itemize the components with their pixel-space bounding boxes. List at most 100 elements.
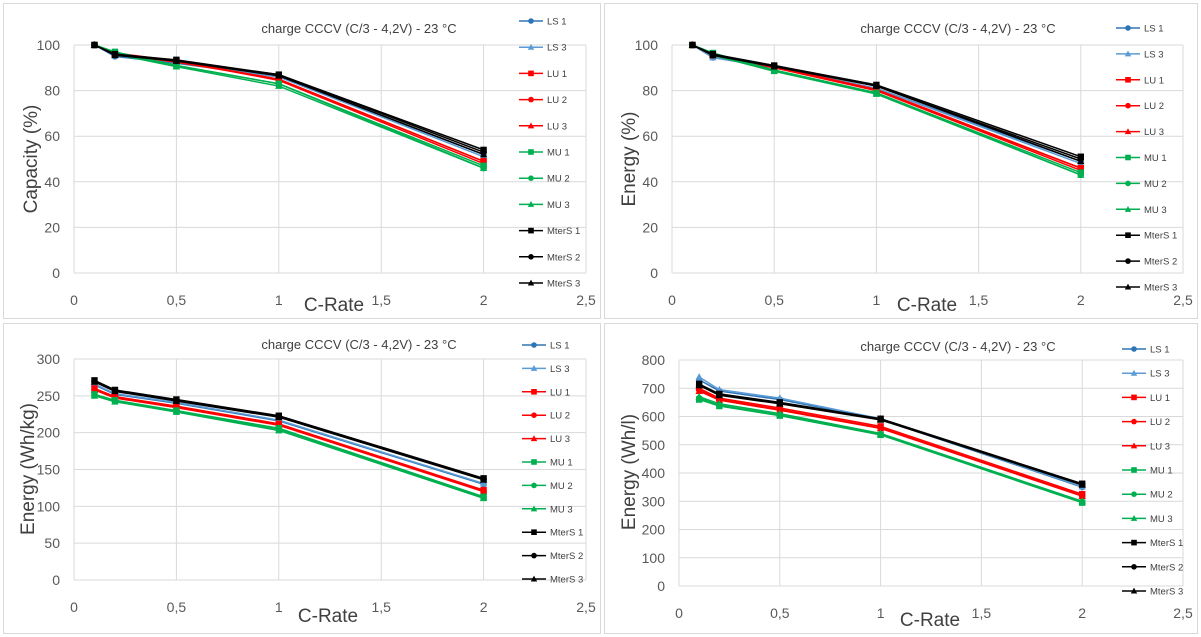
legend-item: LS 3	[1116, 49, 1164, 60]
x-tick-label: 0	[668, 292, 676, 308]
legend-marker	[527, 122, 535, 129]
chart-panel-energy-wh-l: 0 100 200 300 400 500 600 700 800 0 0,5 1 1,5 2 2,5 cha…	[604, 323, 1198, 634]
legend-item: MterS 2	[1116, 257, 1177, 268]
legend-item: MterS 3	[519, 279, 580, 290]
y-tick-label: 40	[44, 174, 60, 190]
x-tick-label: 1	[873, 292, 881, 308]
legend-label: LS 3	[1144, 49, 1164, 60]
legend-marker	[1131, 394, 1137, 401]
x-tick-label: 1	[877, 605, 885, 621]
x-tick-labels: 0 0,5 1 1,5 2 2,5	[668, 292, 1193, 308]
x-tick-label: 2	[480, 599, 488, 615]
legend-marker	[1124, 283, 1132, 290]
series-line	[698, 379, 1083, 488]
series-mu-3	[695, 392, 1086, 505]
data-point	[776, 399, 784, 407]
series-line	[94, 395, 484, 499]
legend-marker	[530, 505, 538, 512]
series-mu-2	[695, 394, 1086, 506]
gridlines	[73, 44, 587, 274]
legend-label: MU 3	[1150, 514, 1173, 525]
data-point	[172, 397, 181, 404]
legend-label: MU 3	[1144, 205, 1167, 216]
series-mters-3	[695, 381, 1086, 488]
legend-item: LU 1	[519, 69, 567, 80]
chart-panel-energy-percent: 0 20 40 60 80 100 0 0,5 1 1,5 2 2,5 charge CCCV (C/3…	[604, 3, 1198, 319]
y-tick-labels: 0 20 40 60 80 100	[635, 37, 659, 281]
legend-label: MterS 2	[550, 551, 583, 562]
legend-item: MterS 2	[519, 252, 580, 263]
legend-marker	[528, 96, 534, 103]
legend-marker	[531, 459, 537, 465]
legend: LS 1 LS 3 LU 1 LU 2 LU 3 MU 1 MU 2 MU 3 MterS 1 M…	[1122, 345, 1183, 598]
legend-item: LU 3	[1116, 127, 1164, 138]
x-axis-label: C-Rate	[900, 610, 960, 631]
legend-item: LU 3	[1122, 441, 1170, 452]
series-mu-1	[695, 396, 1086, 506]
x-tick-labels: 0 0,5 1 1,5 2 2,5	[70, 292, 596, 308]
legend-label: LS 3	[550, 364, 570, 375]
legend-item: MU 3	[1122, 514, 1173, 525]
x-tick-label: 0,5	[167, 292, 187, 308]
legend-label: MU 3	[550, 504, 573, 515]
x-tick-label: 1,5	[371, 292, 391, 308]
data-point	[90, 41, 99, 48]
y-tick-label: 250	[37, 388, 61, 404]
y-tick-labels: 0 20 40 60 80 100	[37, 37, 61, 281]
x-tick-label: 2,5	[1173, 292, 1193, 308]
y-axis-label: Energy (Wh/kg)	[18, 403, 39, 535]
x-tick-label: 1	[275, 599, 283, 615]
data-point	[479, 164, 488, 171]
y-axis-label: Energy (Wh/l)	[619, 414, 640, 530]
chart-energy-wh-kg: 0 50 100 150 200 250 300 0 0,5 1 1,5 2 2,5 charge CCC…	[18, 337, 596, 627]
legend-marker	[531, 389, 537, 395]
series-line	[94, 44, 484, 167]
data-point	[695, 387, 703, 394]
legend-marker	[530, 575, 538, 582]
y-tick-label: 20	[44, 219, 60, 235]
legend-label: LU 2	[1150, 417, 1170, 428]
legend-marker	[531, 529, 537, 535]
y-tick-label: 100	[635, 37, 659, 53]
legend-item: LU 1	[522, 387, 570, 398]
data-point	[275, 82, 283, 89]
series-line	[698, 398, 1083, 504]
data-point	[111, 387, 119, 395]
legend-marker	[531, 482, 537, 489]
y-tick-label: 60	[642, 128, 658, 144]
legend-marker	[1124, 205, 1132, 212]
data-point	[1078, 497, 1086, 505]
legend-item: MterS 3	[1122, 587, 1183, 598]
legend-item: LU 1	[1122, 393, 1170, 404]
legend-item: LU 2	[1122, 417, 1170, 428]
legend-label: MterS 1	[1150, 538, 1183, 549]
data-point	[479, 487, 488, 495]
y-tick-label: 20	[642, 219, 658, 235]
legend-label: LU 2	[1144, 101, 1164, 112]
data-point	[695, 381, 703, 389]
chart-title: charge CCCV (C/3 - 4,2V) - 23 °C	[261, 337, 456, 352]
legend-label: MU 1	[1150, 466, 1173, 477]
legend-label: MU 1	[547, 148, 570, 159]
legend-label: MU 1	[1144, 153, 1167, 164]
x-tick-label: 1,5	[969, 292, 989, 308]
data-point	[770, 62, 778, 70]
y-tick-labels: 0 100 200 300 400 500 600 700 800	[642, 352, 666, 594]
data-point	[776, 409, 784, 417]
data-point	[172, 62, 181, 70]
legend-label: MU 3	[547, 200, 570, 211]
legend-item: MU 1	[1116, 153, 1167, 164]
data-point	[479, 479, 488, 487]
gridlines	[73, 358, 587, 581]
chart-panel-energy-wh-kg: 0 50 100 150 200 250 300 0 0,5 1 1,5 2 2,5 charge CCC…	[3, 323, 601, 634]
legend-item: MU 1	[519, 148, 570, 159]
x-tick-label: 0	[70, 292, 78, 308]
y-tick-label: 600	[642, 409, 666, 425]
legend-marker	[1130, 587, 1138, 594]
series-line	[698, 390, 1083, 497]
legend-marker	[528, 175, 534, 181]
legend-marker	[531, 342, 537, 348]
data-point	[479, 475, 488, 483]
legend-marker	[1131, 539, 1137, 546]
y-tick-label: 200	[642, 522, 666, 538]
